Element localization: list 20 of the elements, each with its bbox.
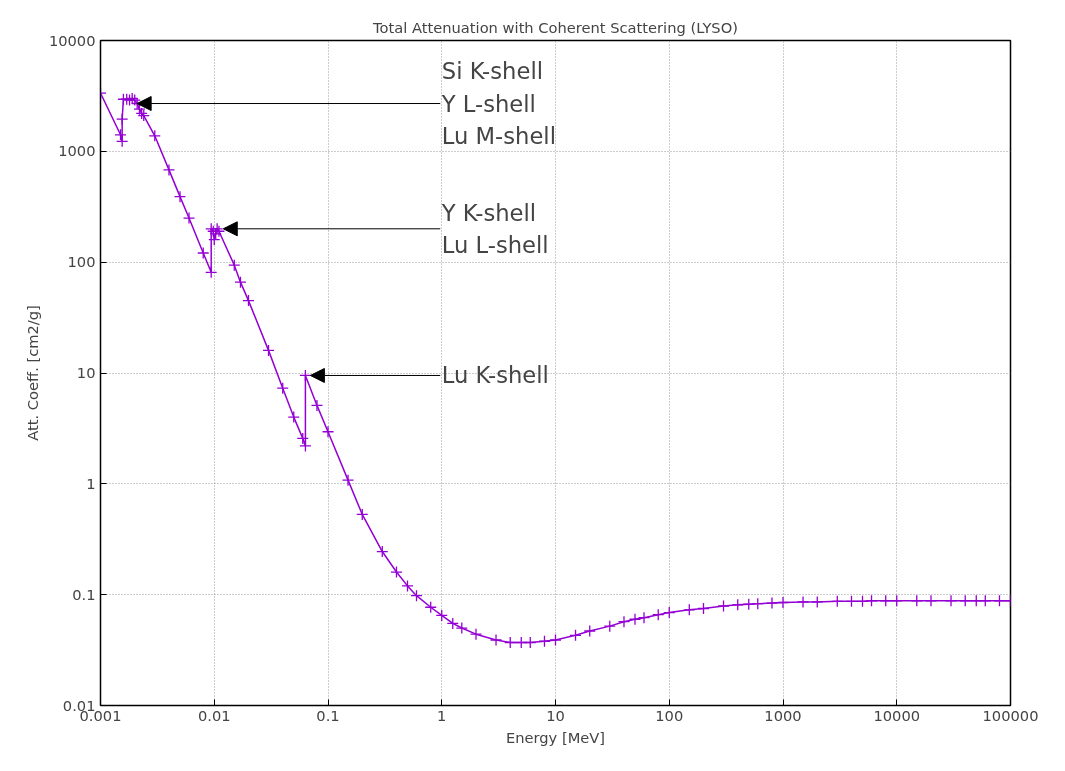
x-tick-label: 0.01 xyxy=(197,706,231,724)
x-tick-label: 0.1 xyxy=(316,706,340,724)
x-tick-label: 1 xyxy=(437,706,447,724)
y-tick-label: 0.1 xyxy=(72,585,96,603)
y-axis-title: Att. Coeff. [cm2/g] xyxy=(23,305,41,441)
x-axis-title: Energy [MeV] xyxy=(505,728,606,746)
x-tick-label: 1000 xyxy=(764,706,802,724)
annotation: Lu K-shell xyxy=(441,362,549,389)
chart-title: Total Attenuation with Coherent Scattering (LYSO) xyxy=(372,18,738,36)
annotation: Si K-shell Y L-shell Lu M-shell xyxy=(440,58,556,150)
y-tick-label: 10 xyxy=(76,364,96,381)
x-tick-label: 100 xyxy=(655,706,684,724)
x-tick-label: 10 xyxy=(546,706,565,724)
y-tick-label: 1 xyxy=(86,474,96,492)
x-tick-label: 100000 xyxy=(982,706,1039,724)
annotation: Y K-shell Lu L-shell xyxy=(440,199,549,259)
y-tick-label: 100 xyxy=(67,253,96,271)
y-tick-label: 1000 xyxy=(58,142,96,160)
x-tick-label: 10000 xyxy=(873,706,921,724)
y-tick-label: 10000 xyxy=(48,31,96,49)
